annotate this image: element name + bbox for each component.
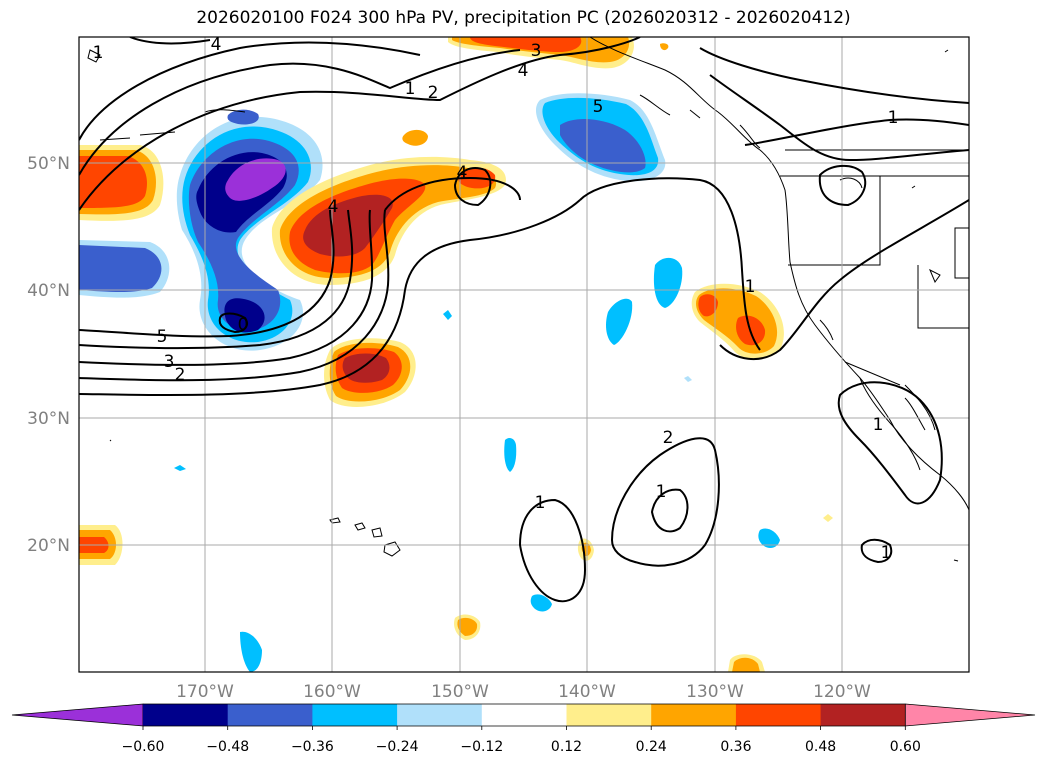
colorbar-segment [481, 704, 567, 726]
contour-label: 2 [663, 428, 674, 448]
colorbar-tick-label: 0.12 [551, 739, 582, 755]
colorbar-tick-label: 0.24 [636, 739, 667, 755]
contour-label: 4 [457, 163, 468, 183]
contour-label: 3 [531, 41, 542, 61]
contour-label: 1 [656, 482, 667, 502]
contour-label: 1 [881, 543, 892, 563]
contour-label: 5 [157, 327, 168, 347]
colorbar-segment [312, 704, 398, 726]
contour-label: 2 [428, 83, 439, 103]
contour-label: 1 [745, 277, 756, 297]
contour-label: 3 [164, 352, 175, 372]
contour-label: 1 [888, 108, 899, 128]
lon-label: 160°W [303, 682, 361, 702]
lat-label: 30°N [27, 409, 70, 429]
pv-contours [79, 37, 969, 603]
map-title: 2026020100 F024 300 hPa PV, precipitatio… [196, 8, 851, 28]
colorbar-extend-min [11, 703, 144, 727]
contour-label: 1 [405, 79, 416, 99]
lon-label: 170°W [176, 682, 234, 702]
contour-label: 4 [328, 197, 339, 217]
colorbar-segment [820, 704, 906, 726]
lon-label: 130°W [686, 682, 744, 702]
colorbar-extend-max [904, 703, 1036, 727]
contour-label: 2 [175, 365, 186, 385]
contour-label: 1 [873, 415, 884, 435]
colorbar-tick-label: 0.48 [805, 739, 836, 755]
colorbar-segment [397, 704, 483, 726]
lon-label: 150°W [431, 682, 489, 702]
contour-label: 0 [238, 315, 249, 335]
contour-label: 4 [518, 61, 529, 81]
lat-label: 50°N [27, 154, 70, 174]
contour-label: 1 [535, 493, 546, 513]
lat-label: 40°N [27, 281, 70, 301]
colorbar-tick-label: −0.48 [206, 739, 249, 755]
colorbar-tick-label: −0.36 [291, 739, 334, 755]
lon-label: 140°W [558, 682, 616, 702]
colorbar-segment [227, 704, 313, 726]
colorbar: −0.60 −0.48 −0.36 −0.24 −0.12 0.12 0.24 0.36 0.4… [11, 703, 1036, 755]
colorbar-segment [651, 704, 737, 726]
contour-label: 5 [593, 97, 604, 117]
gridlines [79, 37, 969, 672]
longitude-labels: 170°W 160°W 150°W 140°W 130°W 120°W [176, 682, 871, 702]
colorbar-tick-label: 0.36 [720, 739, 751, 755]
map-frame [78, 36, 970, 673]
colorbar-segment [735, 704, 822, 726]
colorbar-tick-label: −0.24 [376, 739, 419, 755]
colorbar-segment [143, 704, 229, 726]
lat-label: 20°N [27, 536, 70, 556]
lon-label: 120°W [813, 682, 871, 702]
contour-label: 1 [93, 43, 104, 63]
latitude-labels: 50°N 40°N 30°N 20°N [27, 154, 70, 556]
colorbar-outline [143, 703, 906, 727]
colorbar-tick-label: −0.60 [122, 739, 165, 755]
colorbar-tick-label: −0.12 [460, 739, 503, 755]
colorbar-segment [566, 704, 652, 726]
precip-shading [79, 37, 833, 672]
contour-label: 4 [211, 35, 222, 55]
colorbar-tick-label: 0.60 [890, 739, 921, 755]
